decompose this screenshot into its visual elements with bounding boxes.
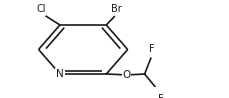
Text: Br: Br	[110, 4, 121, 14]
Text: O: O	[122, 70, 130, 80]
Text: F: F	[148, 44, 154, 54]
Text: Cl: Cl	[36, 4, 45, 14]
Text: F: F	[157, 94, 163, 98]
Text: N: N	[56, 69, 63, 79]
